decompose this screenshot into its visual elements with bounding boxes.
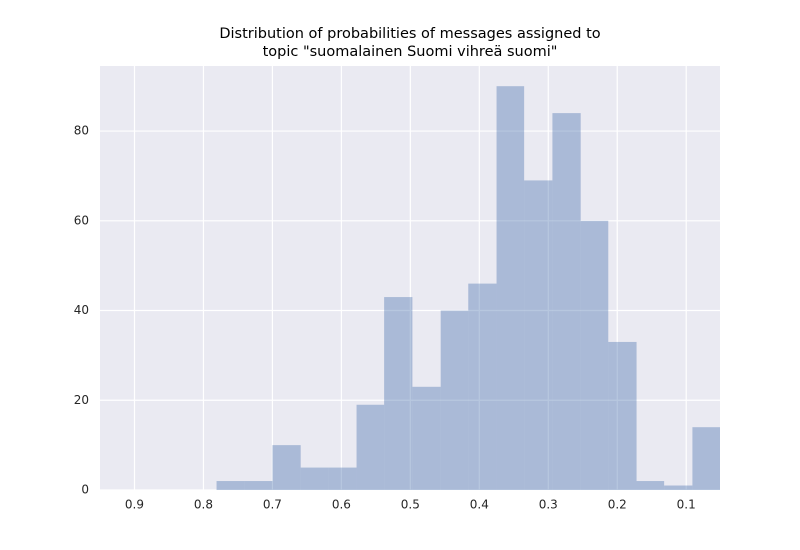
- x-tick-label: 0.1: [677, 498, 696, 512]
- bar: [412, 386, 441, 490]
- bar: [580, 220, 609, 491]
- bar: [384, 297, 413, 490]
- bar: [440, 310, 469, 490]
- y-tick-label: 40: [74, 303, 89, 317]
- bar: [244, 481, 273, 490]
- chart-title: Distribution of probabilities of message…: [219, 26, 600, 42]
- bar: [636, 481, 665, 490]
- bar: [328, 467, 357, 490]
- x-tick-label: 0.8: [194, 498, 213, 512]
- bar: [664, 485, 693, 490]
- chart-title: topic "suomalainen Suomi vihreä suomi": [263, 44, 558, 60]
- x-tick-label: 0.6: [332, 498, 351, 512]
- bar: [496, 86, 525, 490]
- bar: [216, 481, 245, 490]
- x-tick-label: 0.3: [539, 498, 558, 512]
- bar: [356, 404, 385, 490]
- bar: [468, 283, 497, 490]
- x-tick-label: 0.2: [608, 498, 627, 512]
- bar: [524, 180, 553, 490]
- x-tick-label: 0.7: [263, 498, 282, 512]
- bar: [552, 113, 581, 490]
- bar: [608, 341, 637, 490]
- y-tick-label: 80: [74, 124, 89, 138]
- x-tick-label: 0.4: [470, 498, 489, 512]
- y-tick-label: 60: [74, 213, 89, 227]
- y-tick-label: 20: [74, 393, 89, 407]
- x-tick-label: 0.5: [401, 498, 420, 512]
- bar: [272, 445, 301, 490]
- bar: [692, 427, 720, 490]
- x-tick-label: 0.9: [125, 498, 144, 512]
- y-tick-label: 0: [81, 483, 89, 497]
- bar: [300, 467, 329, 490]
